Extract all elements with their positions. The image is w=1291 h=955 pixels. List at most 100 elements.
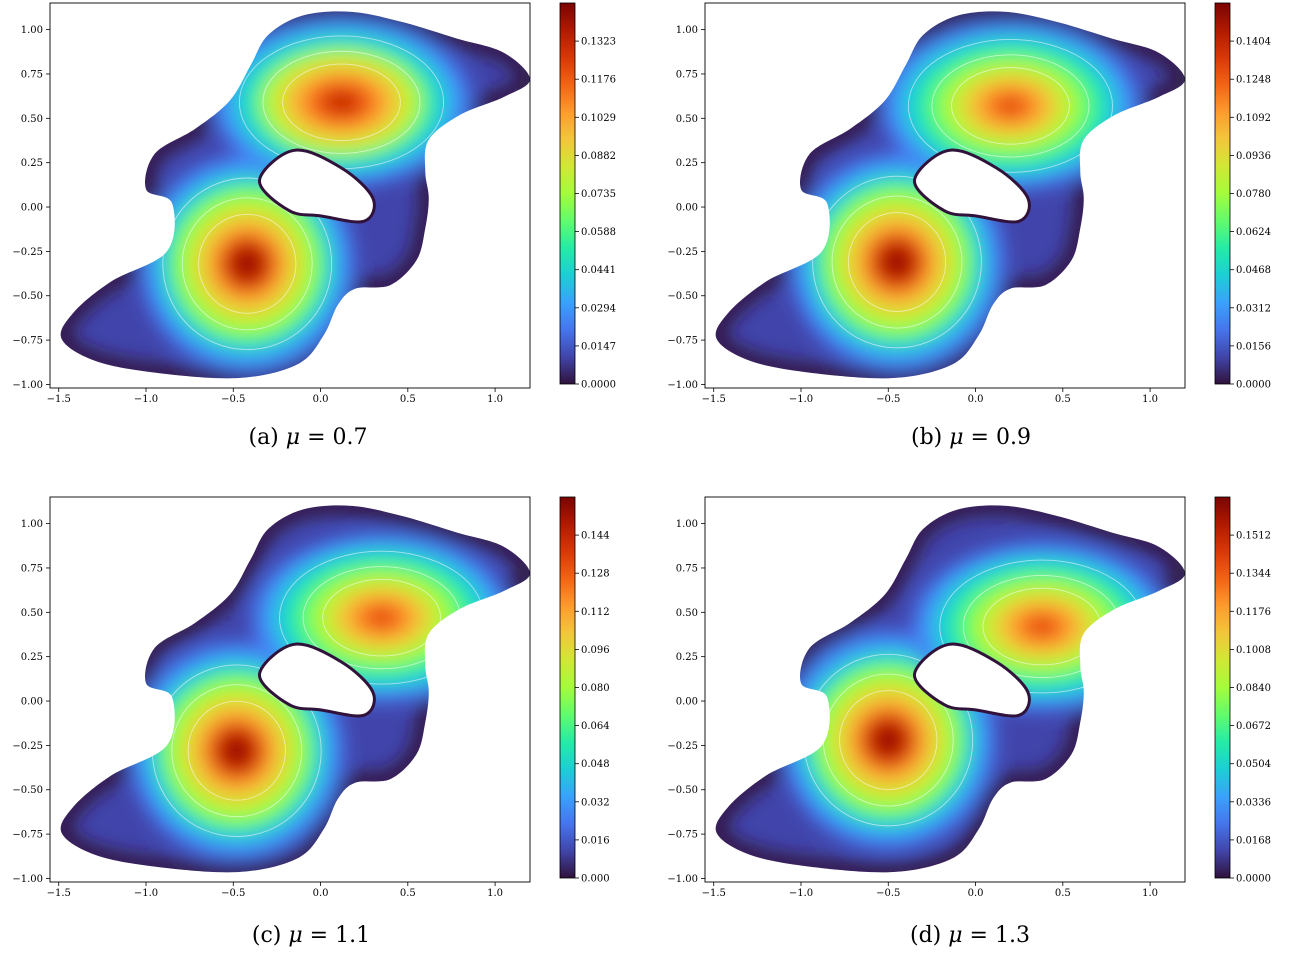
x-tick-label: 0.5 <box>400 888 416 899</box>
density-level <box>372 611 391 624</box>
caption-c: (c) μ = 1.1 <box>252 923 370 948</box>
density-level <box>229 743 245 759</box>
colorbar <box>1214 496 1231 879</box>
x-tick-label: −1.0 <box>134 888 158 899</box>
y-tick-label: −1.00 <box>12 874 43 885</box>
caption-b: (b) μ = 0.9 <box>911 425 1031 450</box>
density-level <box>239 256 255 272</box>
colorbar-tick-label: 0.0468 <box>1236 265 1271 276</box>
axes-frame <box>49 496 531 883</box>
axes-frame <box>49 2 531 389</box>
center-hole <box>258 148 376 224</box>
x-tick-label: 1.0 <box>1142 888 1158 899</box>
y-tick-label: 0.00 <box>676 203 698 214</box>
colorbar-tick-label: 0.1029 <box>581 113 616 124</box>
x-tick-label: −0.5 <box>876 394 900 405</box>
y-tick-label: 0.50 <box>676 114 698 125</box>
colorbar-tick-label: 0.0882 <box>581 151 616 162</box>
y-tick-label: 0.75 <box>676 563 698 574</box>
x-tick-label: −1.5 <box>702 888 726 899</box>
colorbar <box>559 496 576 879</box>
x-tick-label: −1.0 <box>789 888 813 899</box>
density-level <box>332 96 351 109</box>
contour-line <box>181 197 313 331</box>
y-tick-label: 0.75 <box>676 69 698 80</box>
x-tick-label: 0.5 <box>400 394 416 405</box>
caption-a: (a) μ = 0.7 <box>248 425 367 450</box>
colorbar-tick-label: 0.1092 <box>1236 113 1271 124</box>
contour-line <box>951 67 1070 145</box>
contour-line <box>847 212 947 312</box>
caption-d: (d) μ = 1.3 <box>910 923 1030 948</box>
density-field <box>60 11 531 379</box>
y-tick-label: 0.50 <box>21 114 43 125</box>
center-hole <box>258 642 376 718</box>
y-tick-label: 1.00 <box>676 25 698 36</box>
x-tick-label: 1.0 <box>487 888 503 899</box>
y-tick-label: −0.25 <box>12 741 43 752</box>
x-tick-label: 0.0 <box>968 394 984 405</box>
axes-frame <box>704 2 1186 389</box>
colorbar-tick-label: 0.1404 <box>1236 37 1271 48</box>
y-tick-label: −0.75 <box>667 830 698 841</box>
colorbar-tick-label: 0.0504 <box>1236 759 1271 770</box>
colorbar-tick-label: 0.1176 <box>1236 607 1271 618</box>
y-tick-label: 0.50 <box>676 608 698 619</box>
y-tick-label: 0.25 <box>21 652 43 663</box>
panel-b: −1.5 −1.0 −0.5 0.0 0.5 1.0 −1.00 −0.75 −0.50 −0.2… <box>667 2 1271 450</box>
y-tick-label: −0.75 <box>12 336 43 347</box>
panel-d: −1.5 −1.0 −0.5 0.0 0.5 1.0 −1.00 −0.75 −0.50 −0.2… <box>667 496 1271 948</box>
colorbar-tick-label: 0.0672 <box>1236 721 1271 732</box>
contour-line <box>282 63 401 142</box>
x-tick-label: −0.5 <box>876 888 900 899</box>
contour-line <box>322 578 441 657</box>
colorbar-tick-label: 0.0000 <box>1236 874 1271 885</box>
y-tick-label: 0.25 <box>676 158 698 169</box>
density-level <box>889 254 905 270</box>
x-tick-label: −1.0 <box>134 394 158 405</box>
x-tick-label: −0.5 <box>221 394 245 405</box>
density-layers <box>60 11 531 379</box>
density-level <box>880 732 896 748</box>
colorbar-tick-label: 0.144 <box>581 531 610 542</box>
contour-line <box>198 213 297 314</box>
colorbar-tick-label: 0.016 <box>581 835 610 846</box>
colorbar-tick-label: 0.0588 <box>581 227 616 238</box>
contour-line <box>931 54 1090 158</box>
density-level <box>1032 620 1052 633</box>
colorbar-tick-label: 0.0156 <box>1236 341 1271 352</box>
x-tick-label: 0.0 <box>968 888 984 899</box>
contour-line <box>831 195 963 329</box>
y-tick-label: 1.00 <box>21 25 43 36</box>
y-tick-label: −0.50 <box>667 785 698 796</box>
y-tick-label: 0.75 <box>21 69 43 80</box>
colorbar-tick-label: 0.080 <box>581 683 610 694</box>
colorbar-tick-label: 0.1176 <box>581 75 616 86</box>
y-tick-label: 0.75 <box>21 563 43 574</box>
x-tick-label: 1.0 <box>1142 394 1158 405</box>
colorbar-tick-label: 0.096 <box>581 645 610 656</box>
colorbar <box>1214 2 1231 385</box>
contour-line <box>171 684 303 818</box>
x-tick-label: 1.0 <box>487 394 503 405</box>
x-tick-label: −1.5 <box>47 888 71 899</box>
contour-lines <box>812 39 1114 349</box>
colorbar-tick-label: 0.1512 <box>1236 531 1271 542</box>
x-tick-label: −1.5 <box>47 394 71 405</box>
contour-line <box>262 50 421 154</box>
y-tick-label: −0.75 <box>12 830 43 841</box>
colorbar-tick-label: 0.0624 <box>1236 227 1271 238</box>
colorbar-tick-label: 0.0840 <box>1236 683 1271 694</box>
colorbar-tick-label: 0.0147 <box>581 341 616 352</box>
colorbar-tick-label: 0.1248 <box>1236 75 1271 86</box>
colorbar-tick-label: 0.0312 <box>1236 303 1271 314</box>
y-tick-label: −0.25 <box>667 247 698 258</box>
colorbar-tick-label: 0.1344 <box>1236 569 1271 580</box>
colorbar-tick-label: 0.032 <box>581 797 610 808</box>
x-tick-label: 0.5 <box>1055 888 1071 899</box>
colorbar-tick-label: 0.1323 <box>581 37 616 48</box>
colorbar-tick-label: 0.0336 <box>1236 797 1271 808</box>
colorbar-tick-label: 0.0168 <box>1236 835 1271 846</box>
center-hole <box>913 148 1031 224</box>
